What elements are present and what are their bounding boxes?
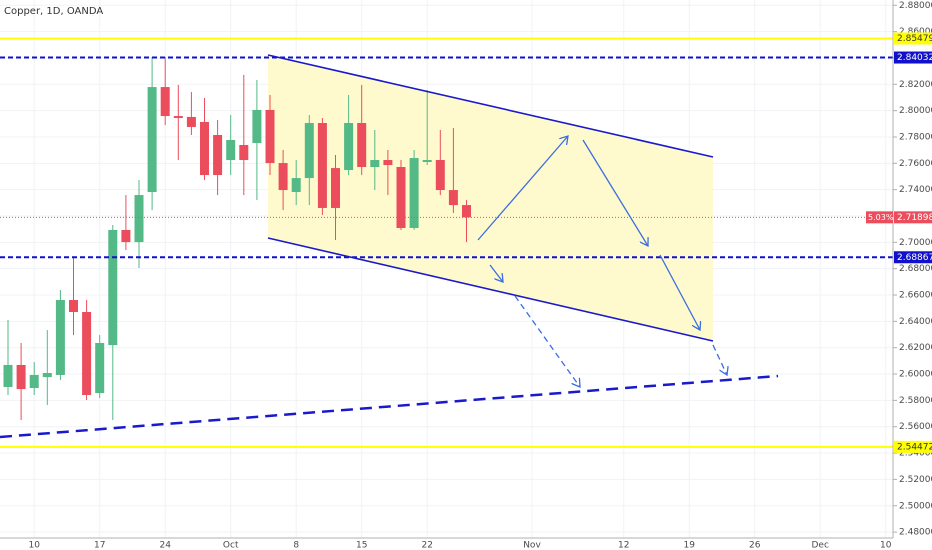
x-tick-label: Dec: [811, 541, 828, 550]
arrow-dashed: [712, 344, 727, 375]
level-label: 2.85479: [897, 34, 932, 44]
x-tick-label: 22: [421, 541, 432, 550]
trend-line: [0, 374, 779, 439]
candle-body: [278, 163, 288, 191]
candle-body: [108, 229, 118, 346]
candle-body: [16, 364, 26, 390]
candle-body: [331, 168, 340, 208]
x-tick-label: 12: [618, 541, 629, 550]
candle-body: [82, 312, 92, 395]
level-label-bg: [894, 251, 932, 264]
arrows: [477, 136, 727, 387]
candle-body: [200, 121, 209, 176]
candle-body: [121, 229, 131, 243]
y-tick-label: 2.52000: [899, 475, 932, 485]
y-tick-label: 2.78000: [899, 132, 932, 142]
x-tick-label: 10: [28, 541, 40, 550]
y-tick-label: 2.76000: [899, 159, 932, 169]
x-tick-label: 19: [683, 541, 695, 550]
candle-body: [3, 364, 13, 387]
candle-body: [55, 300, 65, 375]
y-tick-label: 2.66000: [899, 291, 932, 301]
candle-body: [357, 123, 367, 168]
candle-body: [147, 87, 157, 193]
price-change: 5.03%: [868, 213, 894, 222]
x-tick-label: Nov: [523, 541, 541, 550]
candle-body: [462, 205, 471, 218]
arrow: [582, 139, 648, 246]
candle-body: [95, 342, 105, 394]
x-tick-label: 26: [749, 541, 761, 550]
candle-body: [134, 195, 144, 243]
x-tick-label: 15: [356, 541, 367, 550]
y-tick-label: 2.58000: [899, 396, 932, 406]
price-change-bg: [866, 211, 893, 224]
candle-body: [370, 160, 380, 168]
y-tick-label: 2.60000: [899, 370, 932, 380]
candle-body: [239, 145, 249, 161]
candle-body: [422, 160, 432, 162]
x-tick-label: 10: [880, 541, 892, 550]
candle-body: [344, 123, 354, 171]
candle-body: [42, 372, 52, 378]
y-tick-label: 2.56000: [899, 422, 932, 432]
x-tick-label: 24: [159, 541, 171, 550]
arrow: [659, 254, 700, 330]
candle-body: [173, 116, 183, 119]
candle-body: [304, 123, 314, 179]
y-tick-label: 2.68000: [899, 264, 932, 274]
price-label-bg: [894, 211, 932, 224]
candle-body: [291, 178, 301, 193]
candle-body: [252, 109, 262, 144]
level-label-bg: [894, 51, 932, 64]
candle-body: [213, 135, 223, 176]
candle-body: [317, 123, 327, 208]
price-label: 2.71898: [897, 213, 932, 223]
y-tick-label: 2.88000: [899, 1, 932, 11]
level-label: 2.54472: [897, 442, 932, 452]
candle-body: [69, 300, 78, 313]
channel-bottom: [267, 237, 714, 342]
candle-body: [448, 190, 458, 206]
y-tick-label: 2.86000: [899, 27, 932, 37]
y-tick-label: 2.50000: [899, 501, 932, 511]
level-label: 2.84032: [897, 53, 932, 63]
level-label-bg: [894, 32, 932, 45]
level-label: 2.68867: [897, 253, 932, 263]
arrow: [489, 264, 503, 282]
candle-body: [226, 140, 236, 161]
y-axis-panel: [893, 0, 932, 550]
y-tick-label: 2.48000: [899, 528, 932, 538]
candle-body: [160, 87, 170, 117]
y-tick-label: 2.62000: [899, 343, 932, 353]
candle-body: [383, 160, 393, 166]
x-tick-label: 8: [293, 541, 299, 550]
channel: [267, 54, 714, 342]
y-tick-label: 2.74000: [899, 185, 932, 195]
x-tick-label: 17: [94, 541, 105, 550]
candles: [3, 57, 471, 421]
y-tick-label: 2.82000: [899, 80, 932, 90]
x-tick-label: Oct: [223, 541, 239, 550]
arrow: [477, 136, 568, 241]
y-tick-label: 2.54000: [899, 449, 932, 459]
candle-body: [435, 160, 445, 191]
y-tick-label: 2.64000: [899, 317, 932, 327]
candle-body: [265, 109, 275, 164]
candle-body: [396, 167, 406, 228]
channel-top: [267, 54, 714, 158]
level-label-bg: [894, 440, 932, 453]
labels: 2.48000 2.50000 2.52000 2.54000 2.56000 2.580…: [28, 1, 932, 550]
arrow-dashed: [514, 295, 580, 387]
channel-fill: [268, 55, 713, 341]
candle-body: [186, 116, 196, 127]
candle-body: [409, 158, 419, 228]
y-tick-label: 2.70000: [899, 238, 932, 248]
y-tick-label: 2.80000: [899, 106, 932, 116]
levels: [0, 37, 893, 448]
chart-title: Copper, 1D, OANDA: [4, 6, 103, 17]
candle-body: [29, 374, 39, 389]
